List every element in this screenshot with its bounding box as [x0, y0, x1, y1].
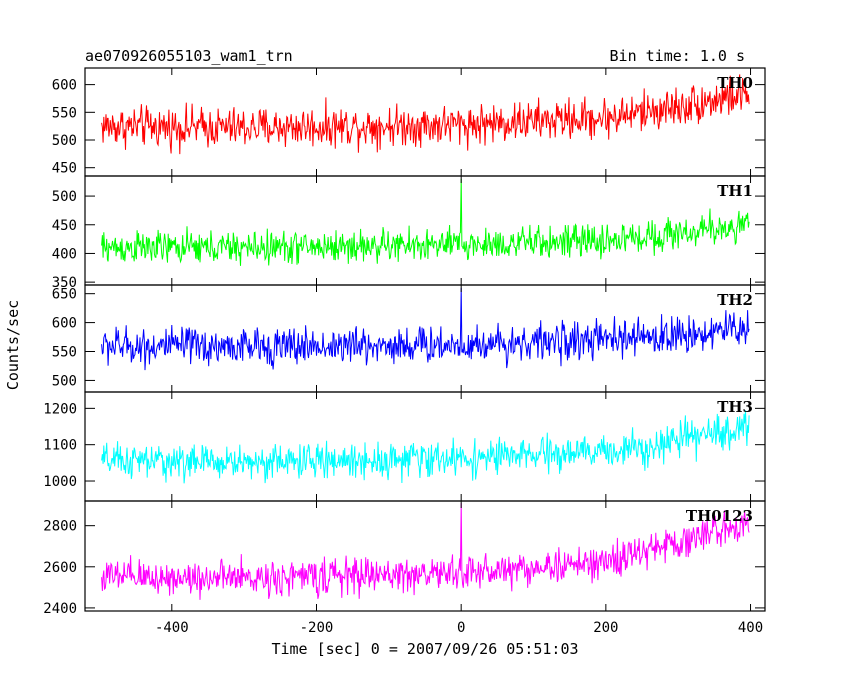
y-tick-label: 350: [52, 275, 77, 291]
series-line-th0: [101, 74, 750, 155]
series-name-label: TH0123: [686, 507, 753, 525]
panel-th0123: 2400 2600 2800 TH0123: [43, 500, 766, 617]
x-tick-label: -200: [300, 620, 334, 636]
x-tick-label: 200: [593, 620, 618, 636]
series-line-th3: [101, 410, 750, 484]
y-tick-label: 2800: [43, 519, 77, 535]
y-tick-label: 1000: [43, 474, 77, 490]
x-axis-label: Time [sec] 0 = 2007/09/26 05:51:03: [271, 640, 578, 658]
y-tick-label: 500: [52, 133, 77, 149]
series-name-label: TH1: [717, 182, 753, 200]
x-axis: -400 -200 0 200 400: [155, 620, 763, 636]
y-tick-label: 500: [52, 189, 77, 205]
x-tick-label: 400: [738, 620, 763, 636]
y-tick-label: 400: [52, 246, 77, 262]
panel-th0: 450 500 550 600 TH0: [52, 67, 766, 177]
series-line-th1: [101, 178, 750, 266]
x-tick-label: 0: [457, 620, 465, 636]
y-tick-label: 550: [52, 345, 77, 361]
y-tick-label: 2600: [43, 560, 77, 576]
y-tick-label: 450: [52, 161, 77, 177]
series-name-label: TH0: [717, 74, 753, 92]
chart-title: ae070926055103_wam1_trn: [85, 47, 293, 65]
bin-time-label: Bin time: 1.0 s: [610, 47, 745, 65]
y-tick-label: 650: [52, 287, 77, 303]
series-line-th0123: [101, 503, 750, 600]
series-line-th2: [101, 287, 750, 371]
panel-th3: 1000 1100 1200 TH3: [43, 391, 766, 502]
panel-th1: 350 400 450 500 TH1: [52, 175, 766, 291]
panel-frame: [84, 500, 766, 612]
series-name-label: TH2: [717, 291, 753, 309]
panels-group: 450 500 550 600 TH0 350 400 450 500 TH1 500 550 600 6…: [43, 67, 766, 617]
y-axis-label: Counts/sec: [4, 300, 22, 390]
y-tick-label: 600: [52, 316, 77, 332]
x-tick-label: -400: [155, 620, 189, 636]
panel-th2: 500 550 600 650 TH2: [52, 284, 766, 393]
y-tick-label: 1100: [43, 438, 77, 454]
y-tick-label: 500: [52, 373, 77, 389]
y-tick-label: 600: [52, 78, 77, 94]
series-name-label: TH3: [717, 398, 753, 416]
y-tick-label: 450: [52, 218, 77, 234]
y-tick-label: 2400: [43, 601, 77, 617]
y-tick-label: 1200: [43, 401, 77, 417]
y-tick-label: 550: [52, 105, 77, 121]
